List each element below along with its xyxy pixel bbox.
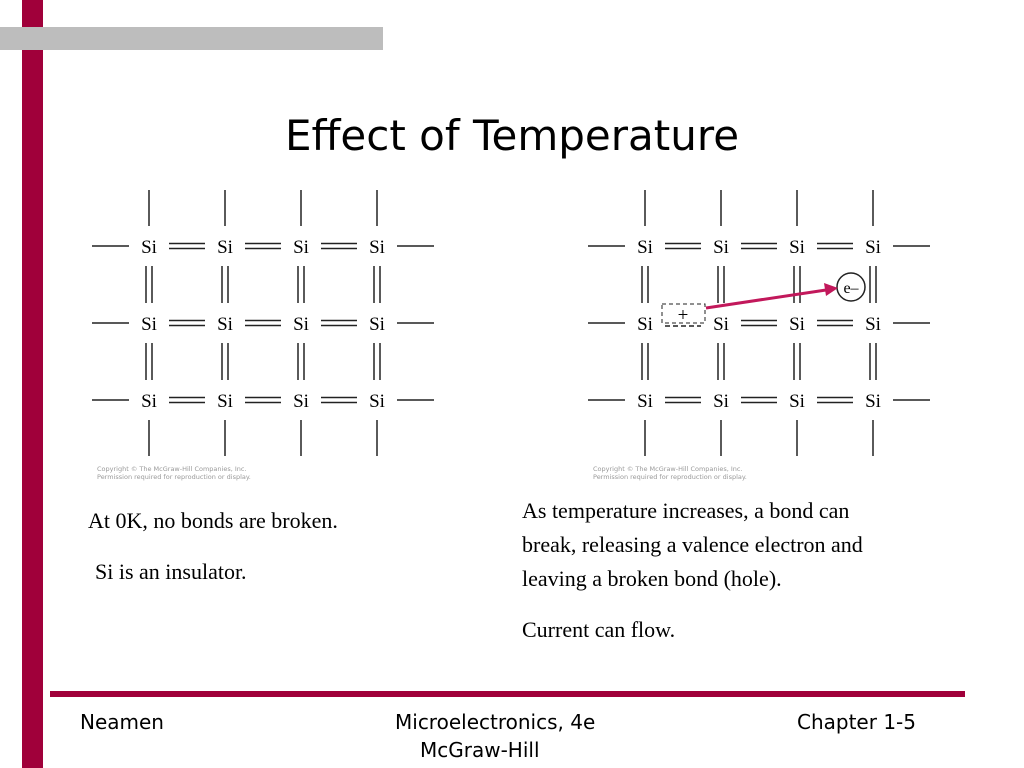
atom-label: Si	[713, 314, 729, 335]
atom-label: Si	[217, 237, 233, 258]
side-bar	[22, 0, 43, 768]
footer-line	[50, 691, 965, 697]
atom-label: Si	[865, 314, 881, 335]
electron-label: e–	[843, 280, 859, 297]
copyright: Permission required for reproduction or …	[593, 473, 747, 481]
lattice-right: Si Si Si Si Si Si Si Si Si Si Si Si Copyright © The …	[588, 190, 930, 481]
right-note: Current can flow.	[522, 617, 675, 642]
slide-title: Effect of Temperature	[285, 111, 739, 160]
footer-chapter: Chapter 1-5	[797, 710, 916, 734]
hole-box	[661, 303, 706, 324]
atom-label: Si	[293, 237, 309, 258]
copyright: Copyright © The McGraw-Hill Companies, I…	[593, 465, 743, 473]
atom-label: Si	[369, 314, 385, 335]
copyright: Permission required for reproduction or …	[97, 473, 251, 481]
atom-label: Si	[789, 237, 805, 258]
copyright: Copyright © The McGraw-Hill Companies, I…	[97, 465, 247, 473]
atom-label: Si	[865, 237, 881, 258]
atom-label: Si	[293, 314, 309, 335]
footer-publisher: McGraw-Hill	[420, 738, 540, 762]
atom-label: Si	[217, 391, 233, 412]
footer-book: Microelectronics, 4e	[395, 710, 595, 734]
left-text: Si is an insulator.	[95, 559, 247, 584]
hole-label: +	[678, 305, 689, 326]
atom-label: Si	[369, 237, 385, 258]
arrow-head	[824, 283, 838, 296]
atom-label: Si	[789, 391, 805, 412]
electron-circle	[836, 272, 866, 302]
atom-label: Si	[637, 237, 653, 258]
atom-label: Si	[141, 391, 157, 412]
atom-label: Si	[141, 237, 157, 258]
right-text: break, releasing a valence electron and	[522, 532, 863, 557]
atom-label: Si	[713, 391, 729, 412]
atom-label: Si	[637, 391, 653, 412]
atom-label: Si	[713, 237, 729, 258]
top-bar	[0, 27, 383, 50]
right-text: leaving a broken bond (hole).	[522, 566, 782, 591]
atom-label: Si	[217, 314, 233, 335]
atom-label: Si	[865, 391, 881, 412]
atom-label: Si	[369, 391, 385, 412]
footer-author: Neamen	[80, 710, 164, 734]
atom-label: Si	[789, 314, 805, 335]
atom-label: Si	[637, 314, 653, 335]
lattice-left: Si Si Si Si Si Si Si Si Si Si Si Si Copyright © The …	[92, 190, 434, 481]
left-text: At 0K, no bonds are broken.	[88, 508, 338, 533]
arrow	[705, 288, 827, 310]
atom-label: Si	[293, 391, 309, 412]
atom-label: Si	[141, 314, 157, 335]
right-text: As temperature increases, a bond can	[522, 498, 849, 523]
